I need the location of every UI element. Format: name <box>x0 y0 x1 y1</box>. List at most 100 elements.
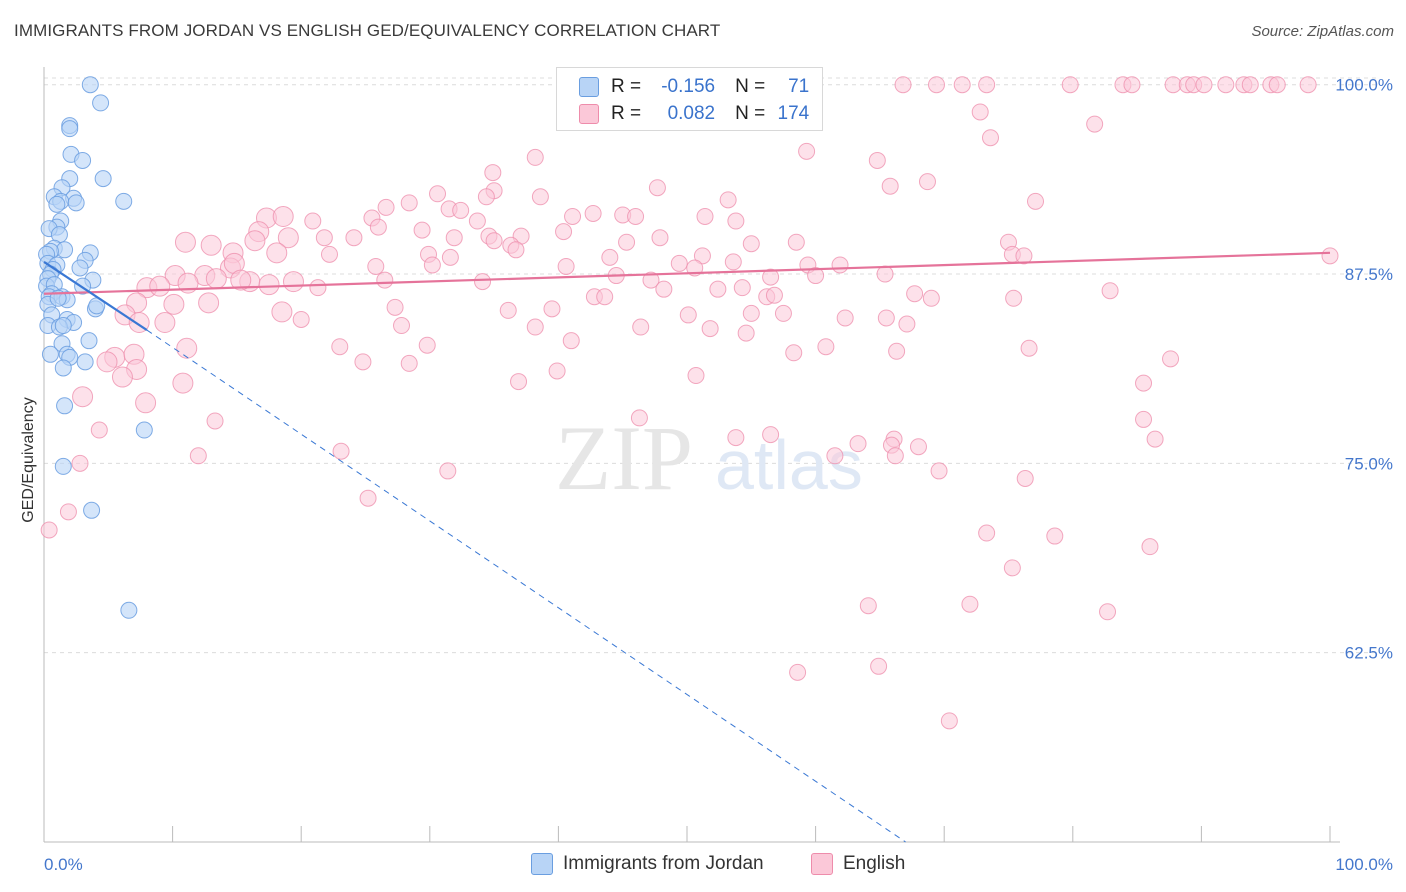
english-point <box>709 280 727 298</box>
english-point <box>354 353 372 371</box>
english-point <box>200 234 222 256</box>
english-point <box>670 254 688 272</box>
english-point <box>543 300 561 318</box>
english-point <box>888 342 906 360</box>
english-point <box>304 212 322 230</box>
legend-r-jordan: -0.156 <box>661 76 716 97</box>
english-point <box>555 223 573 241</box>
english-point <box>817 338 835 356</box>
y-tick-label: 100.0% <box>1335 76 1393 95</box>
english-point <box>742 304 760 322</box>
english-point <box>787 233 805 251</box>
correlation-legend: R = -0.156 N = 71 R = 0.082 N = 174 <box>556 67 823 131</box>
english-point <box>507 241 525 259</box>
english-point <box>906 285 924 303</box>
english-point <box>1046 527 1064 545</box>
english-point <box>111 366 133 388</box>
legend-row-english: R = 0.082 N = 174 <box>557 100 809 128</box>
english-point <box>309 279 327 297</box>
english-point <box>927 76 945 94</box>
english-point <box>774 304 792 322</box>
trend-lines <box>43 251 1331 843</box>
watermark: ZIP atlas <box>555 407 863 509</box>
english-point <box>359 489 377 507</box>
jordan-point <box>76 353 94 371</box>
english-point <box>557 257 575 275</box>
legend-n-label: N = <box>735 103 766 124</box>
english-point <box>630 409 648 427</box>
english-point <box>859 597 877 615</box>
english-point <box>174 231 196 253</box>
english-point <box>930 462 948 480</box>
english-point <box>1020 339 1038 357</box>
english-point <box>1005 289 1023 307</box>
english-point <box>1299 76 1317 94</box>
english-point <box>510 373 528 391</box>
english-point <box>423 256 441 274</box>
english-point <box>1016 470 1034 488</box>
english-point <box>1099 603 1117 621</box>
y-tick-label: 62.5% <box>1345 644 1393 663</box>
english-point <box>332 442 350 460</box>
english-point <box>627 207 645 225</box>
jordan-point <box>135 421 153 439</box>
english-point <box>292 310 310 328</box>
jordan-point <box>80 332 98 350</box>
english-point <box>849 435 867 453</box>
legend-r-label: R = <box>611 103 642 124</box>
english-point <box>1164 76 1182 94</box>
english-point <box>400 194 418 212</box>
legend-r-label: R = <box>611 76 642 97</box>
english-point <box>762 268 780 286</box>
jordan-trend-line <box>43 261 148 331</box>
english-point <box>526 318 544 336</box>
english-point <box>499 301 517 319</box>
english-point <box>909 438 927 456</box>
english-point <box>727 429 745 447</box>
source-credit: Source: ZipAtlas.com <box>1251 23 1394 40</box>
english-point <box>831 256 849 274</box>
english-point <box>474 273 492 291</box>
jordan-point <box>94 170 112 188</box>
english-point <box>205 268 227 290</box>
english-point <box>1321 247 1339 265</box>
bottom-legend-swatch-jordan <box>531 853 553 875</box>
english-point <box>1268 76 1286 94</box>
bottom-legend-label-jordan: Immigrants from Jordan <box>563 853 764 874</box>
english-point <box>655 280 673 298</box>
legend-swatch-english <box>579 104 599 124</box>
english-point <box>418 336 436 354</box>
english-point <box>189 447 207 465</box>
english-point <box>526 148 544 166</box>
english-point <box>376 271 394 289</box>
bottom-legend-label-english: English <box>843 853 906 874</box>
english-point <box>1217 76 1235 94</box>
english-point <box>836 309 854 327</box>
english-point <box>724 253 742 271</box>
english-point <box>172 372 194 394</box>
jordan-point <box>48 195 66 213</box>
jordan-point <box>56 241 74 259</box>
english-point <box>176 337 198 359</box>
english-point <box>876 265 894 283</box>
english-point <box>400 354 418 372</box>
english-point <box>135 392 157 414</box>
english-point <box>59 503 77 521</box>
english-point <box>367 257 385 275</box>
english-point <box>377 198 395 216</box>
legend-swatch-jordan <box>579 77 599 97</box>
english-point <box>230 269 252 291</box>
english-point <box>696 207 714 225</box>
legend-n-jordan: 71 <box>788 76 810 97</box>
english-point <box>1162 350 1180 368</box>
english-point <box>886 447 904 465</box>
jordan-point <box>41 345 59 363</box>
english-points <box>40 76 1339 730</box>
english-point <box>477 188 495 206</box>
y-axis-title: GED/Equivalency <box>20 397 37 522</box>
english-point <box>429 185 447 203</box>
english-point <box>320 245 338 263</box>
jordan-point <box>83 501 101 519</box>
english-point <box>642 271 660 289</box>
english-point <box>742 235 760 253</box>
